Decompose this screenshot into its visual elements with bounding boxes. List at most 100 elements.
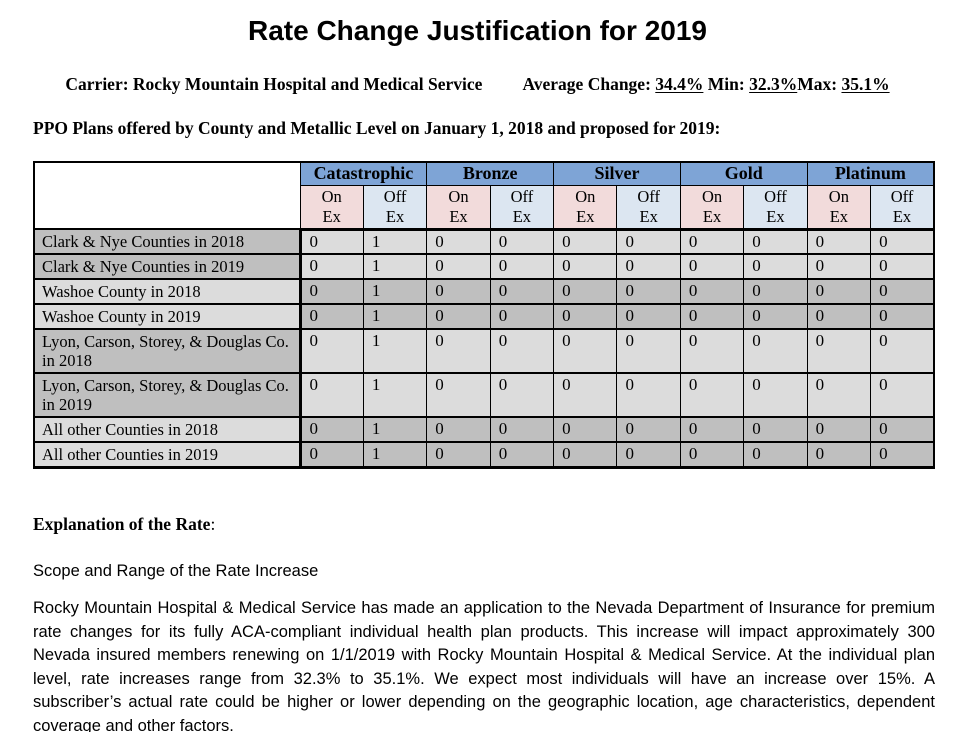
plan-count-cell: 0 (616, 372, 681, 418)
metal-level-header-row: Catastrophic Bronze Silver Gold Platinum (33, 161, 935, 230)
plan-count-cell: 0 (806, 228, 872, 255)
plan-count-cell: 0 (616, 441, 681, 469)
plan-count-cell: 0 (553, 372, 618, 418)
plan-count-cell: 0 (679, 372, 745, 418)
table-row: Lyon, Carson, Storey, & Douglas Co. in 2… (33, 372, 935, 418)
plan-count-cell: 0 (299, 441, 364, 469)
plan-count-cell: 0 (489, 278, 555, 305)
metal-level-header-bronze: Bronze (426, 161, 555, 186)
plan-count-cell: 1 (362, 416, 428, 443)
off-exchange-header: Off Ex (616, 184, 681, 231)
plan-count-cell: 0 (806, 328, 872, 374)
plan-count-cell: 0 (426, 441, 491, 469)
county-row-label: All other Counties in 2019 (33, 441, 302, 469)
plan-count-cell: 0 (616, 253, 681, 280)
table-row: Washoe County in 2019 0 1 0 0 0 0 0 0 0 0 (33, 303, 935, 330)
table-row: Clark & Nye Counties in 2018 0 1 0 0 0 0 0 0 0 0 (33, 228, 935, 255)
plan-count-cell: 0 (553, 253, 618, 280)
on-exchange-header: On Ex (679, 184, 745, 231)
plan-count-cell: 0 (806, 303, 872, 330)
plan-count-cell: 0 (489, 416, 555, 443)
on-exchange-header: On Ex (426, 184, 491, 231)
max-label: Max: (797, 74, 842, 94)
explanation-heading: Explanation of the Rate: (33, 514, 955, 535)
exchange-subheader-row: On Ex Off Ex On Ex Off Ex On Ex Off Ex On Ex Of… (34, 184, 935, 231)
plan-count-cell: 0 (870, 303, 935, 330)
plan-count-cell: 0 (299, 416, 364, 443)
table-body: Clark & Nye Counties in 2018 0 1 0 0 0 0 0 0 0 0 Cl… (33, 228, 935, 469)
county-row-label: Clark & Nye Counties in 2018 (33, 228, 302, 255)
plan-count-cell: 0 (616, 278, 681, 305)
plan-count-cell: 0 (299, 303, 364, 330)
plan-count-cell: 0 (679, 253, 745, 280)
plan-count-cell: 0 (870, 228, 935, 255)
plan-count-cell: 0 (679, 278, 745, 305)
plan-count-cell: 0 (870, 253, 935, 280)
plan-count-cell: 1 (362, 441, 428, 469)
plan-count-cell: 0 (870, 372, 935, 418)
plan-count-cell: 0 (743, 328, 808, 374)
plan-count-cell: 1 (362, 328, 428, 374)
explanation-heading-text: Explanation of the Rate (33, 514, 211, 534)
table-row: Lyon, Carson, Storey, & Douglas Co. in 2… (33, 328, 935, 374)
plan-count-cell: 0 (489, 372, 555, 418)
plan-count-cell: 0 (426, 228, 491, 255)
county-row-label: Lyon, Carson, Storey, & Douglas Co. in 2… (33, 372, 302, 418)
plan-count-cell: 0 (743, 278, 808, 305)
plan-count-cell: 0 (743, 253, 808, 280)
plan-count-cell: 0 (870, 441, 935, 469)
county-row-label: Clark & Nye Counties in 2019 (33, 253, 302, 280)
on-exchange-header: On Ex (553, 184, 618, 231)
plan-count-cell: 0 (806, 372, 872, 418)
off-exchange-header: Off Ex (489, 184, 555, 231)
plan-count-cell: 0 (679, 228, 745, 255)
plan-count-cell: 1 (362, 253, 428, 280)
plan-count-cell: 0 (870, 278, 935, 305)
plan-count-cell: 0 (743, 372, 808, 418)
carrier-label: Carrier: Rocky Mountain Hospital and Med… (65, 74, 483, 94)
plan-count-cell: 0 (679, 328, 745, 374)
plan-count-cell: 0 (870, 416, 935, 443)
table-caption: PPO Plans offered by County and Metallic… (33, 118, 721, 138)
plan-count-cell: 0 (299, 372, 364, 418)
explanation-heading-colon: : (210, 514, 216, 534)
county-row-label: All other Counties in 2018 (33, 416, 302, 443)
min-label: Min: (703, 74, 750, 94)
ppo-plans-table: Catastrophic Bronze Silver Gold Platinum On … (33, 161, 935, 469)
plan-count-cell: 0 (553, 416, 618, 443)
plan-count-cell: 0 (426, 278, 491, 305)
plan-count-cell: 0 (679, 416, 745, 443)
plan-count-cell: 1 (362, 278, 428, 305)
county-row-label: Lyon, Carson, Storey, & Douglas Co. in 2… (33, 328, 302, 374)
rate-explanation-paragraph: Rocky Mountain Hospital & Medical Servic… (33, 599, 935, 732)
off-exchange-header: Off Ex (362, 184, 428, 231)
plan-count-cell: 0 (426, 372, 491, 418)
plan-count-cell: 0 (299, 328, 364, 374)
plan-count-cell: 0 (743, 303, 808, 330)
plan-count-cell: 0 (806, 253, 872, 280)
plan-count-cell: 0 (806, 278, 872, 305)
plan-count-cell: 1 (362, 303, 428, 330)
plan-count-cell: 0 (489, 228, 555, 255)
table-header: Catastrophic Bronze Silver Gold Platinum On … (33, 161, 935, 231)
plan-count-cell: 0 (743, 441, 808, 469)
plan-count-cell: 0 (553, 228, 618, 255)
min-value: 32.3% (749, 74, 798, 94)
plan-count-cell: 0 (299, 278, 364, 305)
on-exchange-header: On Ex (806, 184, 872, 231)
plan-count-cell: 0 (489, 328, 555, 374)
average-change-value: 34.4% (655, 74, 704, 94)
plan-count-cell: 0 (743, 228, 808, 255)
plan-count-cell: 0 (426, 303, 491, 330)
carrier-summary-line: Carrier: Rocky Mountain Hospital and Med… (0, 74, 955, 95)
plan-count-cell: 0 (299, 253, 364, 280)
plan-count-cell: 0 (489, 303, 555, 330)
table-row: Washoe County in 2018 0 1 0 0 0 0 0 0 0 0 (33, 278, 935, 305)
county-row-label: Washoe County in 2018 (33, 278, 302, 305)
scope-subheading: Scope and Range of the Rate Increase (33, 562, 319, 580)
plan-count-cell: 0 (806, 416, 872, 443)
plan-count-cell: 0 (553, 441, 618, 469)
max-value: 35.1% (841, 74, 890, 94)
county-row-label: Washoe County in 2019 (33, 303, 302, 330)
metal-level-header-gold: Gold (679, 161, 808, 186)
